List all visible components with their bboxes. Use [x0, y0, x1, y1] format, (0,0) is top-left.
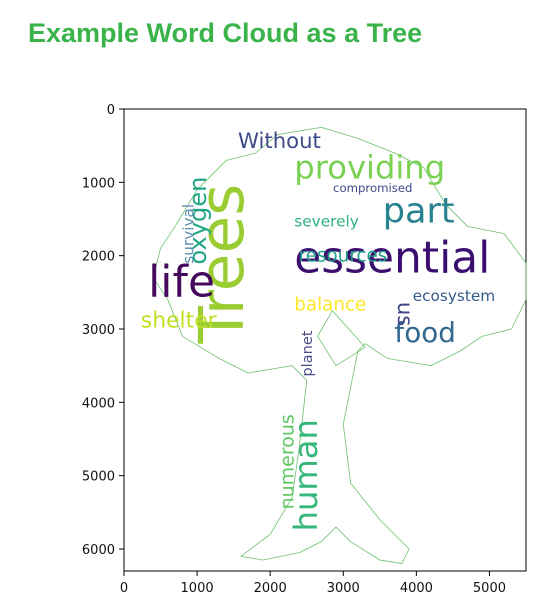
word-compromised: compromised: [333, 181, 412, 195]
axis-ticks: 0 1000 2000 3000 4000 5000 0 1000 2000 3000 4000 50…: [82, 103, 506, 596]
word-ecosystem: ecosystem: [413, 287, 495, 305]
word-oxygen: oxygen: [184, 177, 212, 265]
word-providing: providing: [294, 149, 445, 187]
word-life: life: [148, 257, 215, 308]
tree-mask-outline: [152, 126, 527, 565]
word-balance: balance: [294, 295, 366, 316]
y-tick-label: 5000: [82, 470, 115, 485]
tree-hole-outline: [317, 310, 366, 367]
x-tick-label: 5000: [473, 581, 506, 596]
tree-crown-outline: [152, 126, 527, 565]
x-tick-label: 2000: [254, 581, 287, 596]
word-shelter: shelter: [141, 309, 217, 334]
word-planet: planet: [299, 330, 316, 376]
word-part: part: [383, 191, 455, 232]
x-tick-label: 4000: [400, 581, 433, 596]
word-essential: essential: [294, 233, 490, 284]
word-resources: resources: [299, 246, 388, 267]
chart-title: Example Word Cloud as a Tree: [28, 18, 423, 48]
y-tick-label: 3000: [82, 323, 115, 338]
y-tick-label: 2000: [82, 250, 115, 265]
x-tick-label: 1000: [181, 581, 214, 596]
x-tick-label: 0: [120, 581, 128, 596]
word-survival: survival: [179, 204, 197, 264]
y-tick-label: 4000: [82, 396, 115, 411]
word-layer: Trees essential life part providing human food…: [141, 128, 495, 532]
word-food: food: [394, 316, 455, 349]
word-numerous: numerous: [277, 414, 299, 509]
y-tick-label: 0: [107, 103, 115, 118]
y-tick-label: 1000: [82, 176, 115, 191]
word-trees: Trees: [187, 184, 258, 345]
word-us: us: [393, 302, 418, 326]
word-human: human: [287, 419, 325, 531]
word-without: Without: [238, 128, 321, 153]
x-tick-label: 3000: [327, 581, 360, 596]
plot-frame: [123, 108, 527, 572]
y-tick-label: 6000: [82, 543, 115, 558]
word-severely: severely: [294, 212, 359, 230]
